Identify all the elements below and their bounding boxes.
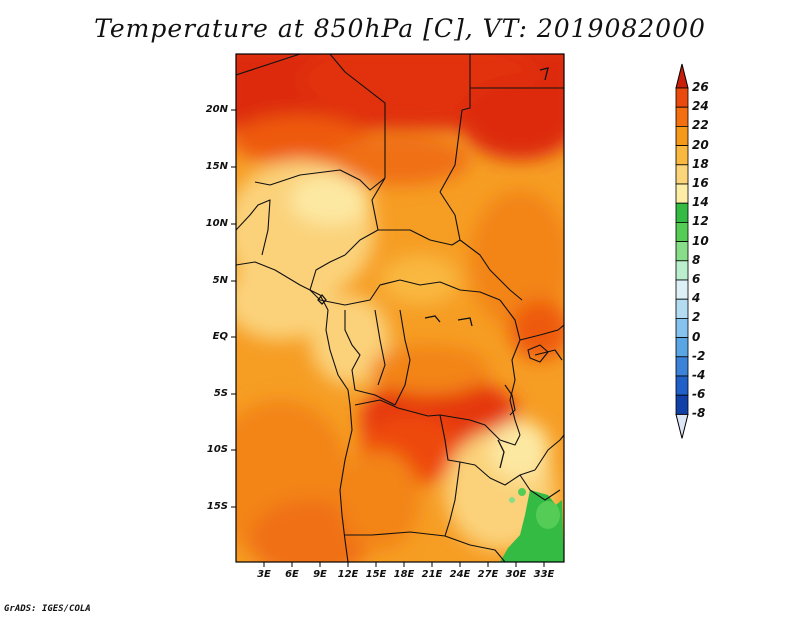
map-title: Temperature at 850hPa [C], VT: 201908200… [94,14,706,43]
lon-label-21e: 21E [421,569,443,580]
colorbar-tick-label: 4 [692,291,701,306]
colorbar-tick-label: 22 [692,118,709,133]
colorbar-box [675,298,689,319]
lat-label-15n: 15N [205,161,228,172]
colorbar-box [675,356,689,377]
colorbar-box [675,202,689,223]
lat-label-15s: 15S [206,501,228,512]
colorbar-box [675,87,689,108]
colorbar-tick-label: 12 [692,214,709,229]
colorbar-box [675,145,689,166]
colorbar-tick-label: 0 [692,329,701,344]
colorbar-tick-label: 2 [692,310,701,325]
colorbar-box [675,221,689,242]
lat-label-5n: 5N [212,275,228,286]
colorbar-box [675,260,689,281]
lon-label-24e: 24E [449,569,471,580]
lon-label-15e: 15E [365,569,387,580]
colorbar-tick-label: 20 [692,137,709,152]
colorbar-box [675,337,689,358]
colorbar-box [675,183,689,204]
colorbar-tick-label: 16 [692,176,709,190]
lon-label-27e: 27E [477,569,499,580]
axis-ticks [231,109,545,567]
colorbar-box [675,317,689,338]
lon-label-33e: 33E [533,569,555,580]
lakes [317,67,549,469]
lat-label-5s: 5S [213,388,228,399]
grads-credit: GrADS: IGES/COLA [4,604,91,614]
lat-label-eq: EQ [212,331,228,342]
colorbar [675,63,689,439]
cool-green-patch [500,488,564,562]
colorbar-tick-label: -6 [692,387,706,402]
colorbar-tick-label: 26 [692,80,709,94]
lon-label-30e: 30E [505,569,527,580]
colorbar-box [675,241,689,262]
colorbar-box [675,375,689,396]
colorbar-tick-label: -2 [692,348,706,363]
colorbar-tick-label: 8 [692,252,701,267]
country-borders [236,54,564,562]
colorbar-box [675,394,689,415]
colorbar-tick-label: 6 [692,272,701,286]
colorbar-tick-label: 14 [692,195,709,210]
colorbar-box [675,279,689,300]
temperature-field [236,54,564,562]
lat-label-10s: 10S [206,444,228,455]
lat-label-10n: 10N [205,218,228,229]
colorbar-under-triangle [675,413,689,439]
colorbar-tick-label: 24 [692,99,709,114]
lon-label-12e: 12E [337,569,359,580]
colorbar-box [675,106,689,127]
lon-label-3e: 3E [257,569,271,580]
lon-label-18e: 18E [393,569,415,580]
colorbar-tick-label: 18 [692,156,709,171]
colorbar-tick-label: 10 [692,233,709,248]
colorbar-tick-label: -4 [692,368,706,382]
colorbar-box [675,126,689,147]
colorbar-over-triangle [675,63,689,89]
map-frame [235,53,565,563]
colorbar-tick-label: -8 [692,406,706,421]
lat-label-20n: 20N [205,104,228,115]
lon-label-9e: 9E [313,569,327,580]
colorbar-box [675,164,689,185]
lon-label-6e: 6E [285,569,299,580]
